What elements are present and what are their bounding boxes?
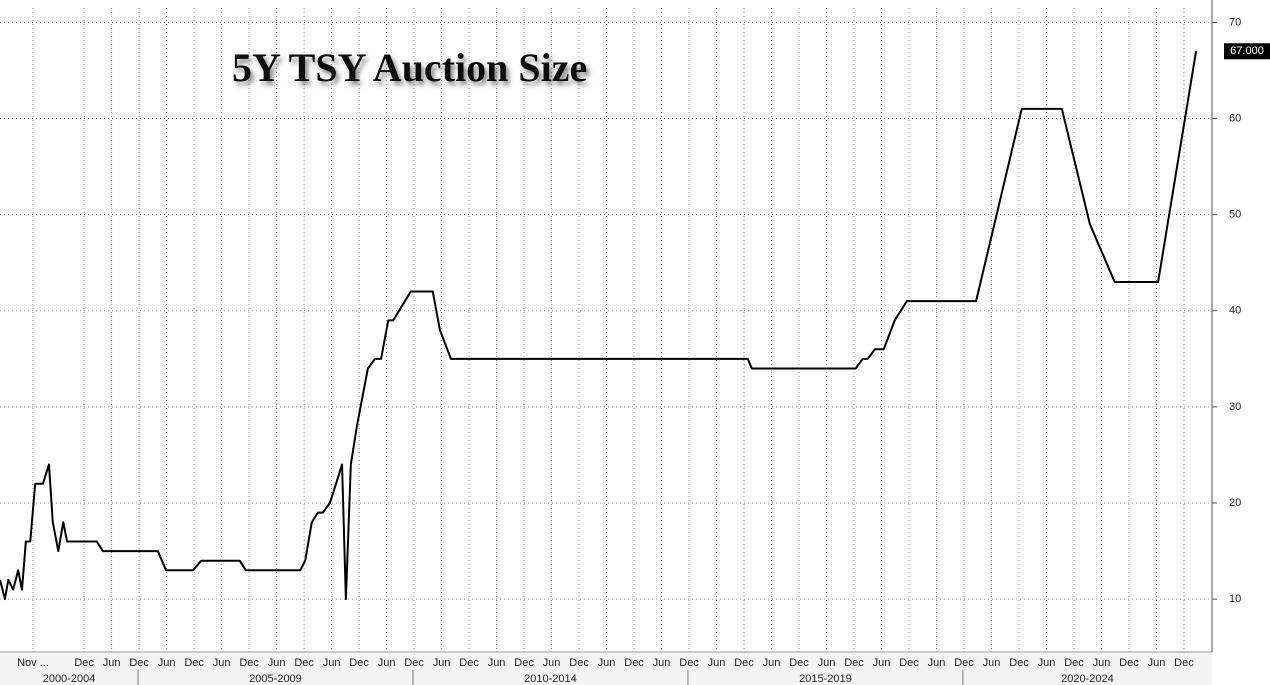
x-tick-label: Dec xyxy=(514,657,534,669)
x-tick-label: Jun xyxy=(158,657,176,669)
x-tick-label: Dec xyxy=(459,657,479,669)
y-tick-label: 40 xyxy=(1229,305,1241,317)
x-tick-label: Jun xyxy=(708,657,726,669)
group-label: 2000-2004 xyxy=(43,673,96,685)
x-tick-label: Dec xyxy=(184,657,204,669)
x-tick-label: Dec xyxy=(239,657,259,669)
x-tick-label: Dec xyxy=(899,657,919,669)
group-label: 2020-2024 xyxy=(1061,673,1114,685)
x-tick-label: Jun xyxy=(103,657,121,669)
last-value-label: 67.000 xyxy=(1230,45,1264,57)
x-tick-label: Nov ... xyxy=(17,657,49,669)
x-tick-label: Jun xyxy=(763,657,781,669)
x-tick-label: Jun xyxy=(213,657,231,669)
y-tick-label: 10 xyxy=(1229,593,1241,605)
x-tick-label: Jun xyxy=(378,657,396,669)
x-tick-label: Dec xyxy=(954,657,974,669)
x-tick-label: Dec xyxy=(1064,657,1084,669)
x-axis-band xyxy=(0,652,1212,685)
y-tick-label: 70 xyxy=(1229,16,1241,28)
group-label: 2015-2019 xyxy=(799,673,852,685)
x-tick-label: Jun xyxy=(268,657,286,669)
x-tick-label: Jun xyxy=(1093,657,1111,669)
x-tick-label: Jun xyxy=(488,657,506,669)
y-tick-label: 60 xyxy=(1229,112,1241,124)
x-tick-label: Jun xyxy=(598,657,616,669)
y-tick-label: 20 xyxy=(1229,497,1241,509)
x-tick-label: Dec xyxy=(1119,657,1139,669)
group-label: 2010-2014 xyxy=(524,673,577,685)
data-line xyxy=(0,51,1198,601)
y-tick-label: 50 xyxy=(1229,209,1241,221)
x-tick-label: Dec xyxy=(404,657,424,669)
x-tick-label: Jun xyxy=(983,657,1001,669)
x-tick-label: Jun xyxy=(433,657,451,669)
x-tick-label: Dec xyxy=(624,657,644,669)
x-tick-label: Dec xyxy=(789,657,809,669)
x-tick-label: Dec xyxy=(734,657,754,669)
x-tick-label: Jun xyxy=(1038,657,1056,669)
x-tick-label: Jun xyxy=(653,657,671,669)
x-tick-label: Dec xyxy=(1174,657,1194,669)
chart-title: 5Y TSY Auction Size xyxy=(232,45,587,90)
x-tick-label: Dec xyxy=(294,657,314,669)
x-tick-label: Jun xyxy=(818,657,836,669)
x-tick-label: Jun xyxy=(928,657,946,669)
y-tick-label: 30 xyxy=(1229,401,1241,413)
last-value-box xyxy=(1224,43,1270,60)
x-tick-label: Dec xyxy=(679,657,699,669)
x-tick-label: Dec xyxy=(74,657,94,669)
x-tick-label: Jun xyxy=(543,657,561,669)
x-tick-label: Dec xyxy=(129,657,149,669)
group-label: 2005-2009 xyxy=(249,673,302,685)
x-tick-label: Jun xyxy=(873,657,891,669)
x-tick-label: Dec xyxy=(1009,657,1029,669)
x-tick-label: Dec xyxy=(569,657,589,669)
x-tick-label: Jun xyxy=(1148,657,1166,669)
x-tick-label: Dec xyxy=(844,657,864,669)
x-tick-label: Jun xyxy=(323,657,341,669)
x-tick-label: Dec xyxy=(349,657,369,669)
